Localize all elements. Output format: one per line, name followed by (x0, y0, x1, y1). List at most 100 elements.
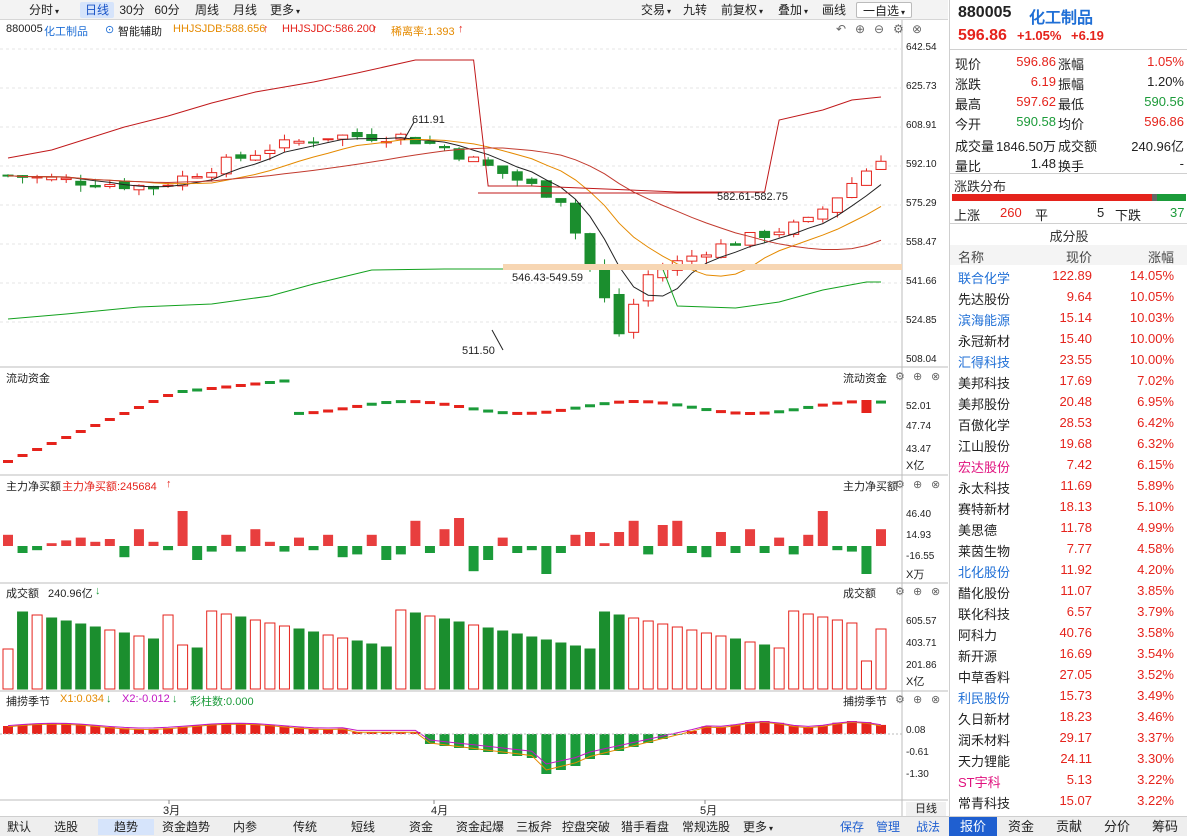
bottom-tab-13[interactable]: 更多 ▾ (738, 819, 778, 835)
season-bar (614, 734, 625, 751)
candle (351, 128, 363, 140)
toolbar-right-1[interactable]: 九转 (680, 2, 710, 18)
stock-row[interactable]: 赛特新材 18.13 5.10% (950, 497, 1187, 517)
netbuy-bar (352, 546, 363, 555)
stock-name-cell: 先达股份 (958, 292, 1011, 307)
liquidity-mark (483, 409, 494, 413)
bottom-tab-label: 传统 (292, 820, 317, 834)
stock-price-cell: 11.07 (1060, 583, 1092, 598)
bottom-tab-11[interactable]: 猎手看盘 (620, 819, 670, 835)
candle (104, 179, 116, 189)
stock-row[interactable]: 百傲化学 28.53 6.42% (950, 413, 1187, 433)
stock-row[interactable]: 常青科技 15.07 3.22% (950, 791, 1187, 811)
save-button[interactable]: 保存 (839, 820, 864, 834)
liquidity-mark (221, 385, 232, 389)
stock-row[interactable]: 滨海能源 15.14 10.03% (950, 308, 1187, 328)
toolbar-right-2[interactable]: 前复权 ▾ (716, 2, 768, 18)
stock-row[interactable]: 新开源 16.69 3.54% (950, 644, 1187, 664)
toolbar-right-3[interactable]: 叠加 ▾ (772, 2, 814, 18)
quote-cell: 量比 (955, 159, 982, 174)
netbuy-bar (410, 520, 421, 546)
panel-tab-0[interactable]: 报价 (949, 817, 997, 836)
stock-row[interactable]: 永太科技 11.69 5.89% (950, 476, 1187, 496)
stock-row[interactable]: 汇得科技 23.55 10.00% (950, 350, 1187, 370)
panel-tab-4[interactable]: 筹码 (1151, 819, 1178, 834)
period-monthly-button[interactable]: 月线 (228, 2, 262, 18)
turnover-bar (206, 610, 218, 690)
bottom-tab-2[interactable]: 趋势 (98, 819, 154, 835)
period-label: 60分 (154, 3, 180, 17)
stock-row[interactable]: 美思德 11.78 4.99% (950, 518, 1187, 538)
liquidity-mark (395, 400, 406, 404)
period-30min-button[interactable]: 30分 (117, 2, 147, 18)
stock-row[interactable]: 美邦科技 17.69 7.02% (950, 371, 1187, 391)
stock-row[interactable]: ST宇科 5.13 3.22% (950, 770, 1187, 790)
manage-button[interactable]: 管理 (875, 820, 900, 834)
stock-name-cell: 莱茵生物 (958, 544, 1011, 559)
toolbar-right-5[interactable]: 一自选 ▾ (856, 2, 912, 18)
stock-row[interactable]: 联合化学 122.89 14.05% (950, 266, 1187, 286)
bottom-tab-8[interactable]: 资金起爆 (452, 819, 508, 835)
bottom-tab-7[interactable]: 资金 (398, 819, 444, 835)
support-zone (503, 264, 902, 270)
season-bar (497, 734, 508, 754)
bottom-tab-6[interactable]: 短线 (340, 819, 386, 835)
quote-cell: 1.05% (1147, 54, 1184, 69)
stock-row[interactable]: 润禾材料 29.17 3.37% (950, 728, 1187, 748)
bottom-tab-5[interactable]: 传统 (280, 819, 330, 835)
panel-tab-3[interactable]: 分价 (1103, 819, 1130, 834)
kline-chart[interactable] (0, 20, 948, 816)
panel-tab-1[interactable]: 资金 (1007, 819, 1034, 834)
stock-row[interactable]: 醋化股份 11.07 3.85% (950, 581, 1187, 601)
stock-row[interactable]: 久日新材 18.23 3.46% (950, 707, 1187, 727)
stock-row[interactable]: 美邦股份 20.48 6.95% (950, 392, 1187, 412)
toolbar-right-4[interactable]: 画线 (818, 2, 850, 18)
period-60min-button[interactable]: 60分 (152, 2, 182, 18)
stock-row[interactable]: 莱茵生物 7.77 4.58% (950, 539, 1187, 559)
period-daily-button[interactable]: 日线 (80, 2, 114, 18)
bottom-tab-4[interactable]: 内参 (220, 819, 270, 835)
dist-bar-up (952, 194, 1152, 201)
quote-cell: 596.86 (1016, 54, 1056, 69)
netbuy-bar (483, 546, 494, 560)
bottom-tab-9[interactable]: 三板斧 (514, 819, 554, 835)
daily-tab[interactable]: 日线 (906, 802, 946, 816)
bottom-tab-0[interactable]: 默认 (4, 819, 34, 835)
panel-tab-2[interactable]: 贡献 (1055, 819, 1082, 834)
stock-row[interactable]: 阿科力 40.76 3.58% (950, 623, 1187, 643)
period-more-button[interactable]: 更多 ▾ (264, 2, 306, 18)
dist-flat: 5 (1097, 205, 1105, 220)
stock-pct-cell: 3.37% (1137, 730, 1174, 745)
season-bars (3, 721, 886, 774)
season-bar (628, 734, 639, 747)
stock-row[interactable]: 江山股份 19.68 6.32% (950, 434, 1187, 454)
bottom-tab-10[interactable]: 控盘突破 (560, 819, 612, 835)
candle (831, 197, 843, 218)
toolbar-right-0[interactable]: 交易 ▾ (634, 2, 678, 18)
bottom-tab-12[interactable]: 常规选股 (680, 819, 732, 835)
stock-row[interactable]: 北化股份 11.92 4.20% (950, 560, 1187, 580)
stock-row[interactable]: 利民股份 15.73 3.49% (950, 686, 1187, 706)
stock-row[interactable]: 永冠新材 15.40 10.00% (950, 329, 1187, 349)
netbuy-bar (701, 546, 712, 558)
chevron-down-icon: ▾ (296, 7, 301, 16)
liquidity-mark (3, 460, 13, 463)
netbuy-bar (104, 539, 115, 546)
candle (264, 144, 276, 161)
stock-row[interactable]: 宏达股份 7.42 6.15% (950, 455, 1187, 475)
period-minute-button[interactable]: 分时 ▾ (22, 2, 66, 18)
turnover-bar (817, 616, 829, 690)
strategy-button[interactable]: 战法 (915, 820, 940, 834)
stock-row[interactable]: 中草香料 27.05 3.52% (950, 665, 1187, 685)
season-bar (133, 728, 144, 734)
turnover-bar (60, 620, 72, 690)
bottom-tab-label: 资金 (408, 820, 433, 834)
period-weekly-button[interactable]: 周线 (190, 2, 224, 18)
stock-row[interactable]: 天力锂能 24.11 3.30% (950, 749, 1187, 769)
stock-row[interactable]: 先达股份 9.64 10.05% (950, 287, 1187, 307)
bottom-tab-3[interactable]: 资金趋势 (158, 819, 214, 835)
bottom-tab-1[interactable]: 选股 (46, 819, 86, 835)
stock-row[interactable]: 联化科技 6.57 3.79% (950, 602, 1187, 622)
season-bar (788, 725, 799, 734)
liquidity-mark (686, 405, 697, 409)
